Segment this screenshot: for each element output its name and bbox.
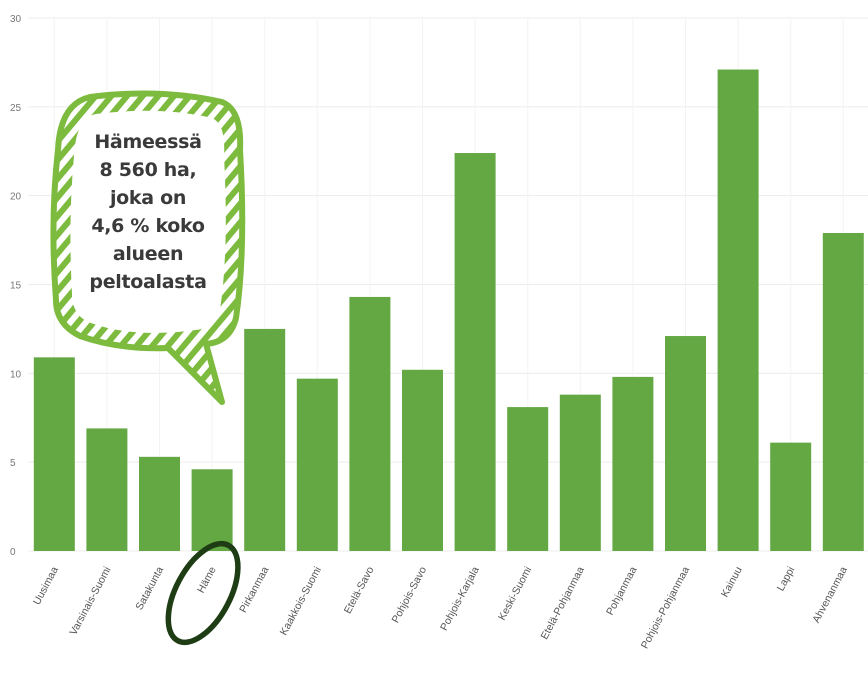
x-tick-label: Etelä-Pohjanmaa <box>539 565 587 642</box>
x-tick-label: Kainuu <box>719 565 745 600</box>
bar <box>86 428 128 551</box>
bar <box>349 296 391 551</box>
y-tick-label: 10 <box>10 369 22 380</box>
highlight-circle <box>165 540 241 646</box>
callout-line-3: joka on <box>109 187 186 209</box>
y-tick-label: 30 <box>10 14 22 25</box>
x-tick-label: Satakunta <box>133 565 166 613</box>
bar <box>296 378 338 551</box>
y-tick-label: 5 <box>10 458 16 469</box>
x-tick-label: Pohjanmaa <box>604 565 640 618</box>
bar <box>244 328 286 551</box>
x-tick-label: Pohjois-Karjala <box>438 565 482 633</box>
bar <box>612 376 654 551</box>
bar <box>770 442 812 551</box>
x-tick-label: Pirkanmaa <box>237 565 271 615</box>
bar <box>402 369 443 551</box>
bar <box>665 336 706 551</box>
bar <box>139 456 180 551</box>
x-tick-label: Pohjois-Pohjanmaa <box>639 565 692 651</box>
callout-line-6: peltoalasta <box>89 271 206 293</box>
bar <box>191 469 233 551</box>
callout-line-2: 8 560 ha, <box>100 159 197 181</box>
x-tick-label: Uusimaa <box>31 565 61 607</box>
bar <box>454 153 496 551</box>
y-tick-label: 15 <box>10 281 22 292</box>
x-tick-label: Lappi <box>775 565 798 593</box>
callout-line-5: alueen <box>113 243 183 265</box>
x-tick-label: Kaakkois-Suomi <box>278 565 324 638</box>
speech-bubble-inner <box>70 110 226 333</box>
bar <box>33 357 75 551</box>
x-axis-labels: Uusimaa Varsinais-Suomi Satakunta Häme Pirka… <box>31 565 850 651</box>
speech-bubble-callout: Hämeessä 8 560 ha, joka on 4,6 % koko al… <box>50 90 246 405</box>
bar <box>507 407 549 551</box>
x-tick-label: Varsinais-Suomi <box>67 565 113 637</box>
x-tick-label: Etelä-Savo <box>342 565 377 616</box>
bar <box>822 232 864 551</box>
x-tick-label: Keski-Suomi <box>496 565 534 623</box>
y-tick-label: 0 <box>10 547 16 558</box>
callout-line-1: Hämeessä <box>94 131 201 153</box>
bars <box>33 69 864 552</box>
highlight-layer <box>165 540 241 646</box>
x-tick-label: Pohjois-Savo <box>390 565 430 625</box>
callout-line-4: 4,6 % koko <box>91 215 205 237</box>
y-tick-label: 25 <box>10 103 22 114</box>
y-tick-label: 20 <box>10 192 22 203</box>
x-tick-label: Häme <box>195 565 219 596</box>
x-tick-label: Ahvenanmaa <box>810 565 850 625</box>
bar <box>717 69 759 552</box>
bar <box>559 394 601 551</box>
y-axis-ticks: 0 5 10 15 20 25 30 <box>10 14 22 558</box>
